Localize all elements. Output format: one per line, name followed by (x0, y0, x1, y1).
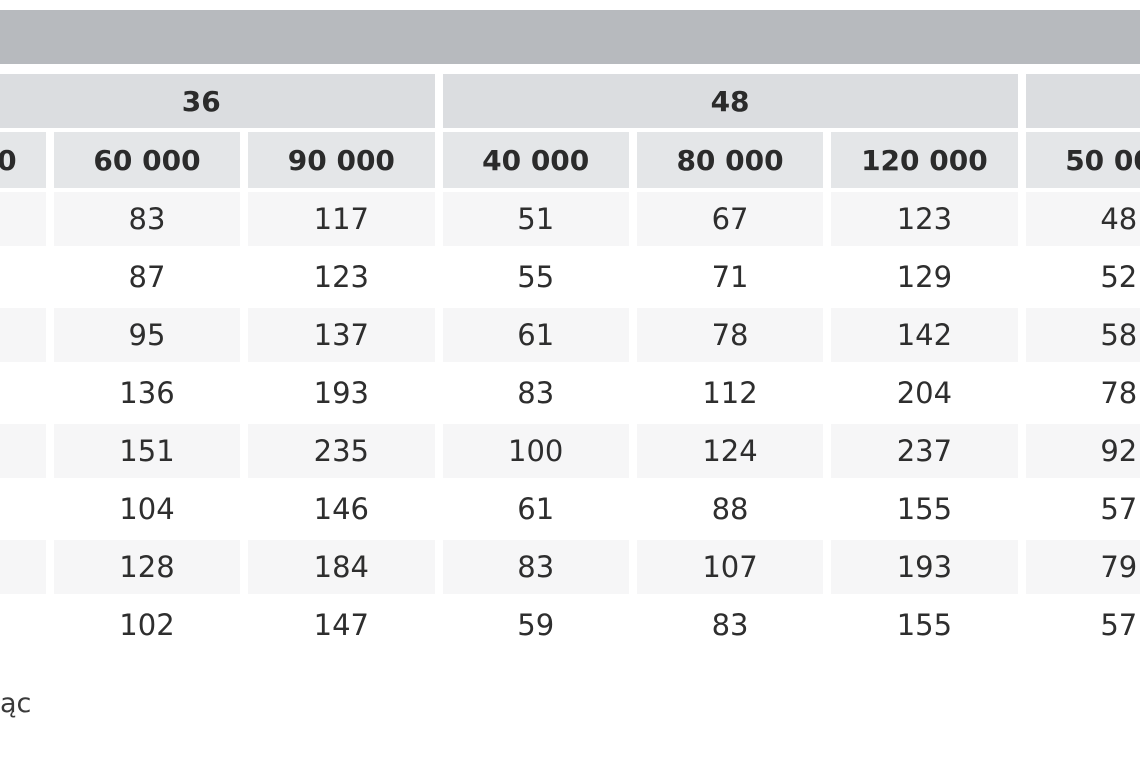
table-cell: 57 (1025, 598, 1140, 652)
table-cell: 71 (636, 250, 824, 304)
table-cell: 155 (831, 482, 1018, 536)
table-cell: 123 (831, 192, 1018, 246)
table-cell: 88 (636, 482, 824, 536)
table-row: 151 235 100 124 237 92 (0, 424, 1140, 478)
table-cell (0, 540, 46, 594)
term-header-row: 36 48 (0, 74, 1140, 128)
table-cell (0, 424, 46, 478)
table-cell: 128 (53, 540, 241, 594)
table-cell: 92 (1025, 424, 1140, 478)
term-header-next (1025, 74, 1140, 128)
table-row: 136 193 83 112 204 78 (0, 366, 1140, 420)
table-cell: 142 (831, 308, 1018, 362)
term-header-36: 36 (0, 74, 435, 128)
mileage-header: 60 000 (53, 132, 241, 188)
table-cell (0, 308, 46, 362)
table-cell: 193 (248, 366, 435, 420)
table-cell: 104 (53, 482, 241, 536)
table-cell (0, 366, 46, 420)
mileage-header: 40 000 (442, 132, 629, 188)
table-cell: 61 (442, 308, 629, 362)
table-cell: 95 (53, 308, 241, 362)
table-cell: 83 (53, 192, 241, 246)
table-cell: 55 (442, 250, 629, 304)
table-cell: 79 (1025, 540, 1140, 594)
table-cell: 184 (248, 540, 435, 594)
table-cell: 87 (53, 250, 241, 304)
table-cell: 137 (248, 308, 435, 362)
table-cell: 117 (248, 192, 435, 246)
table-cell: 147 (248, 598, 435, 652)
mileage-header: 0 (0, 132, 46, 188)
term-header-48: 48 (442, 74, 1018, 128)
table-cell: 204 (831, 366, 1018, 420)
table-row: 128 184 83 107 193 79 (0, 540, 1140, 594)
table-cell (0, 192, 46, 246)
price-table: 36 48 0 60 000 90 000 40 000 80 000 120 … (0, 70, 1140, 656)
mileage-header: 120 000 (831, 132, 1018, 188)
table-footnote: ąc (0, 688, 32, 719)
table-cell (0, 250, 46, 304)
table-title-band (0, 10, 1140, 64)
table-cell: 57 (1025, 482, 1140, 536)
mileage-header-row: 0 60 000 90 000 40 000 80 000 120 000 50… (0, 132, 1140, 188)
table-cell: 52 (1025, 250, 1140, 304)
table-cell: 59 (442, 598, 629, 652)
table-cell: 48 (1025, 192, 1140, 246)
table-cell: 78 (1025, 366, 1140, 420)
table-cell: 61 (442, 482, 629, 536)
table-cell: 155 (831, 598, 1018, 652)
table-cell: 83 (636, 598, 824, 652)
table-cell: 136 (53, 366, 241, 420)
table-cell: 112 (636, 366, 824, 420)
table-cell: 151 (53, 424, 241, 478)
table-row: 83 117 51 67 123 48 (0, 192, 1140, 246)
table-row: 95 137 61 78 142 58 (0, 308, 1140, 362)
table-row: 104 146 61 88 155 57 (0, 482, 1140, 536)
table-cell: 107 (636, 540, 824, 594)
table-cell: 146 (248, 482, 435, 536)
table-cell: 129 (831, 250, 1018, 304)
table-row: 102 147 59 83 155 57 (0, 598, 1140, 652)
table-cell: 123 (248, 250, 435, 304)
table-cell: 235 (248, 424, 435, 478)
mileage-header: 50 000 (1025, 132, 1140, 188)
mileage-header: 80 000 (636, 132, 824, 188)
table-cell: 83 (442, 540, 629, 594)
table-cell: 193 (831, 540, 1018, 594)
table-cell (0, 598, 46, 652)
table-container: 36 48 0 60 000 90 000 40 000 80 000 120 … (0, 70, 1140, 656)
table-cell: 237 (831, 424, 1018, 478)
table-cell: 102 (53, 598, 241, 652)
mileage-header: 90 000 (248, 132, 435, 188)
table-cell: 78 (636, 308, 824, 362)
table-row: 87 123 55 71 129 52 (0, 250, 1140, 304)
table-cell: 51 (442, 192, 629, 246)
table-cell: 83 (442, 366, 629, 420)
table-cell: 100 (442, 424, 629, 478)
table-cell: 58 (1025, 308, 1140, 362)
table-cell: 67 (636, 192, 824, 246)
table-cell (0, 482, 46, 536)
table-cell: 124 (636, 424, 824, 478)
